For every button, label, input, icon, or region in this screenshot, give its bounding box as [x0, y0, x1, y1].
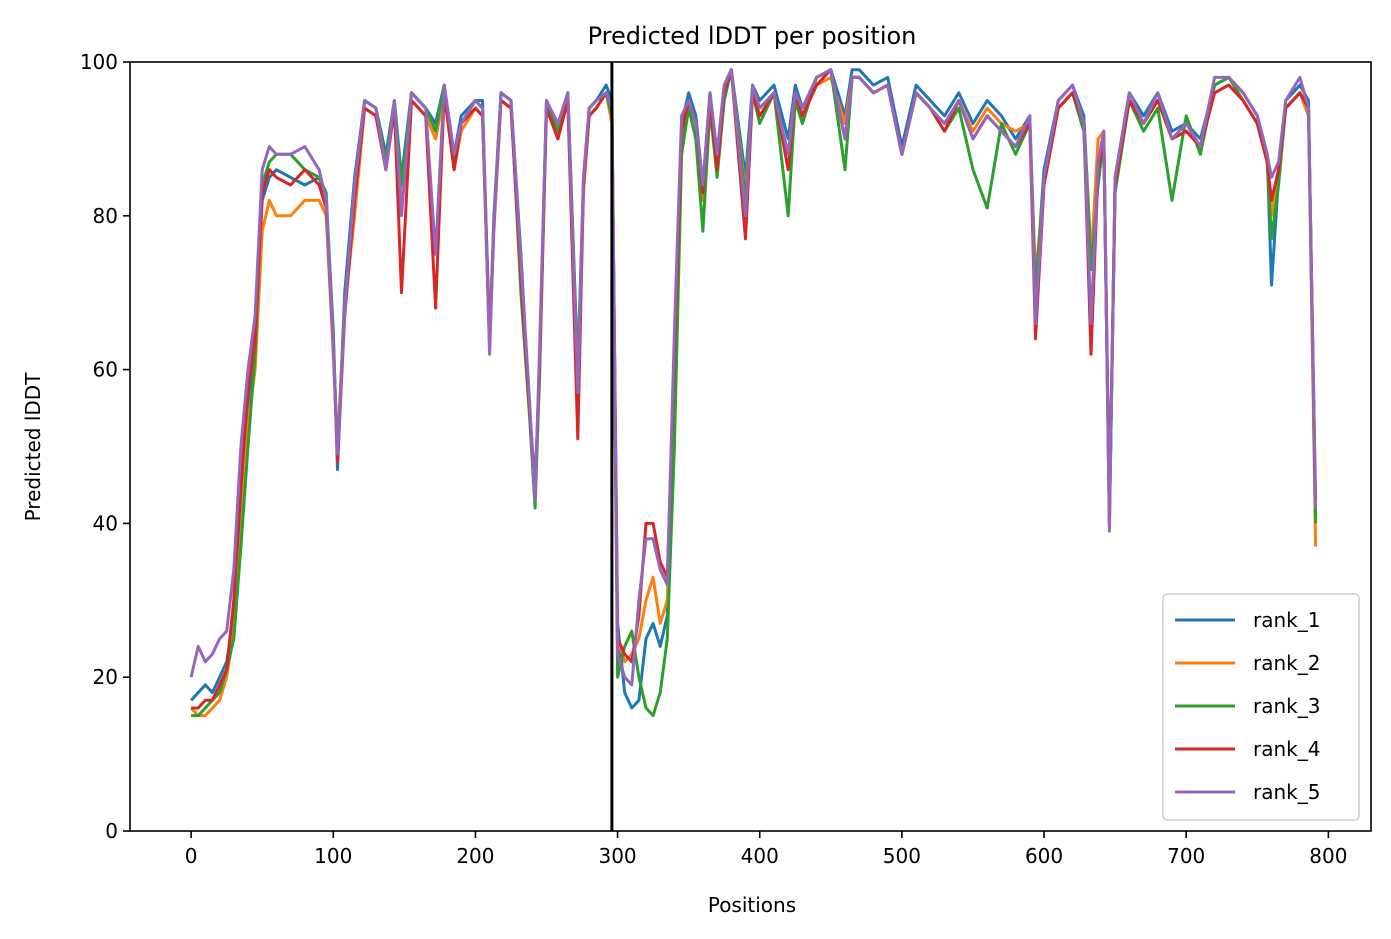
legend-label-rank-5: rank_5: [1253, 780, 1320, 804]
x-tick-label: 0: [185, 844, 198, 868]
y-axis: 0 20 40 60 80 100: [80, 50, 130, 843]
plot-area: [189, 62, 1318, 831]
y-tick-label: 80: [93, 204, 118, 228]
legend-label-rank-3: rank_3: [1253, 694, 1320, 718]
y-tick-label: 100: [80, 50, 118, 74]
x-tick-label: 700: [1167, 844, 1205, 868]
y-tick-label: 40: [93, 511, 118, 535]
x-tick-label: 300: [598, 844, 636, 868]
x-tick-label: 100: [314, 844, 352, 868]
legend-label-rank-1: rank_1: [1253, 608, 1320, 632]
plot-frame: [129, 61, 1372, 832]
x-tick-label: 600: [1025, 844, 1063, 868]
x-tick-label: 500: [883, 844, 921, 868]
y-axis-label: Predicted lDDT: [21, 372, 45, 522]
x-tick-label: 400: [741, 844, 779, 868]
x-axis-label: Positions: [708, 893, 796, 917]
series-line-rank-5: [189, 68, 1318, 687]
y-tick-label: 60: [93, 358, 118, 382]
legend: rank_1 rank_2 rank_3 rank_4 rank_5: [1162, 593, 1360, 821]
legend-label-rank-2: rank_2: [1253, 651, 1320, 675]
y-tick-label: 0: [105, 819, 118, 843]
x-tick-label: 800: [1309, 844, 1347, 868]
chart-title: Predicted lDDT per position: [588, 22, 917, 50]
y-tick-label: 20: [93, 665, 118, 689]
x-axis: 0 100 200 300 400 500 600 700 800: [185, 831, 1347, 868]
legend-box: [1162, 593, 1360, 821]
legend-label-rank-4: rank_4: [1253, 737, 1320, 761]
x-tick-label: 200: [456, 844, 494, 868]
